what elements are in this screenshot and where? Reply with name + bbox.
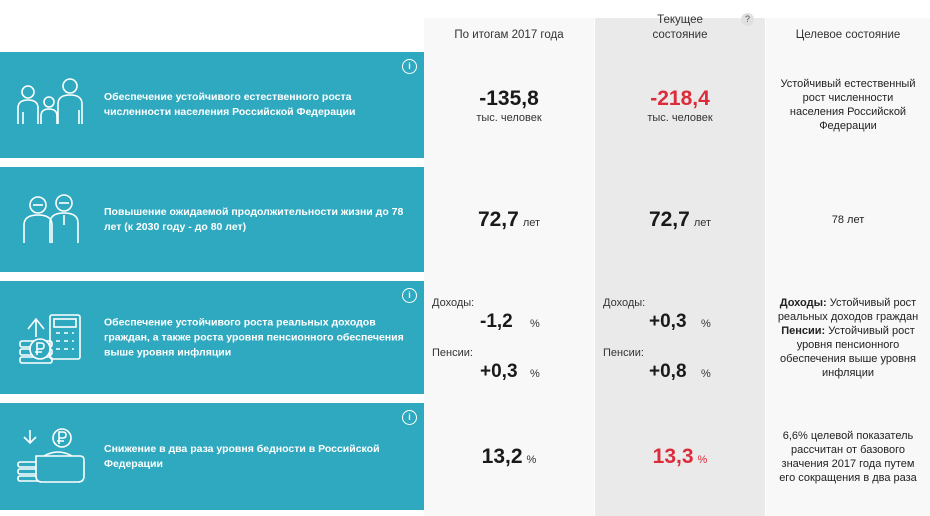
header-current: Текущее состояние (595, 4, 765, 52)
target-income-text: Устойчивый рост реальных доходов граждан (777, 296, 919, 323)
value-unit: % (526, 453, 537, 466)
target-text: Устойчивый естественный рост численности… (766, 52, 930, 158)
target-text: 78 лет (766, 167, 930, 272)
target-value: 78 лет (831, 213, 865, 226)
value-number: -218,4 (650, 86, 710, 110)
row-label-population: Обеспечение устойчивого естественного ро… (0, 52, 424, 158)
value-2017: 72,7 лет (424, 167, 594, 272)
percent-unit: % (701, 318, 711, 330)
header-target-label: Целевое состояние (795, 28, 901, 41)
percent-unit: % (701, 368, 711, 380)
header-current-line1: Текущее (657, 14, 703, 26)
value-current: 13,3% (595, 403, 765, 510)
value-unit: лет (522, 216, 541, 229)
value-2017: Доходы: -1,2 % Пенсии: +0,3 % (424, 281, 594, 394)
percent-unit: % (530, 368, 540, 380)
value-number: 13,2 (481, 444, 523, 468)
target-income-label: Доходы: (779, 296, 827, 309)
target-pension-label: Пенсии: (781, 324, 826, 337)
value-current: Доходы: +0,3 % Пенсии: +0,8 % (595, 281, 765, 394)
percent-unit: % (530, 318, 540, 330)
income-value: -1,2 (480, 311, 513, 332)
value-number: 72,7 (648, 207, 690, 231)
value-unit: % (697, 453, 708, 466)
value-current: 72,7 лет (595, 167, 765, 272)
value-current: -218,4 тыс. человек (595, 52, 765, 158)
income-label: Доходы: (432, 297, 475, 309)
value-2017: 13,2% (424, 403, 594, 510)
indicator-row-life-expectancy: Повышение ожидаемой продолжительности жи… (0, 167, 930, 272)
indicator-row-income: Обеспечение устойчивого роста реальных д… (0, 281, 930, 394)
target-text: 6,6% целевой показатель рассчитан от баз… (766, 403, 930, 510)
row-label-text: Повышение ожидаемой продолжительности жи… (104, 205, 404, 233)
family-icon (17, 78, 83, 124)
info-icon[interactable]: i (402, 288, 417, 303)
value-unit: тыс. человек (647, 111, 713, 124)
row-label-text: Обеспечение устойчивого роста реальных д… (104, 316, 404, 358)
header-target: Целевое состояние (766, 18, 930, 52)
row-label-text: Обеспечение устойчивого естественного ро… (104, 91, 356, 118)
income-label: Доходы: (603, 297, 646, 309)
target-pension-text: Устойчивый рост уровня пенсионного обесп… (780, 324, 916, 379)
value-unit: тыс. человек (476, 111, 542, 124)
value-unit: лет (693, 216, 712, 229)
pension-value: +0,8 (649, 361, 687, 382)
indicator-row-poverty: Снижение в два раза уровня бедности в Ро… (0, 403, 930, 510)
header-2017: По итогам 2017 года (424, 18, 594, 52)
target-text: Доходы: Устойчивый рост реальных доходов… (766, 281, 930, 394)
income-value: +0,3 (649, 311, 687, 332)
pension-label: Пенсии: (603, 347, 644, 359)
row-label-income: Обеспечение устойчивого роста реальных д… (0, 281, 424, 394)
wallet-ruble-icon (17, 427, 85, 483)
row-label-text: Снижение в два раза уровня бедности в Ро… (104, 442, 380, 470)
row-label-poverty: Снижение в два раза уровня бедности в Ро… (0, 403, 424, 510)
indicator-row-population: Обеспечение устойчивого естественного ро… (0, 52, 930, 158)
value-number: 72,7 (477, 207, 519, 231)
value-number: -135,8 (479, 86, 539, 110)
pension-value: +0,3 (480, 361, 518, 382)
info-icon[interactable]: i (402, 59, 417, 74)
info-icon[interactable]: i (402, 410, 417, 425)
header-2017-label: По итогам 2017 года (454, 28, 564, 41)
target-value: Устойчивый естественный рост численности… (780, 78, 916, 132)
row-label-life-expectancy: Повышение ожидаемой продолжительности жи… (0, 167, 424, 272)
header-current-line2: состояние (652, 29, 708, 41)
pension-label: Пенсии: (432, 347, 473, 359)
target-value: 6,6% целевой показатель рассчитан от баз… (779, 429, 917, 484)
value-number: 13,3 (652, 444, 694, 468)
elderly-couple-icon (23, 193, 79, 243)
help-icon[interactable]: ? (741, 13, 754, 26)
value-2017: -135,8 тыс. человек (424, 52, 594, 158)
ruble-calculator-icon (19, 313, 81, 364)
